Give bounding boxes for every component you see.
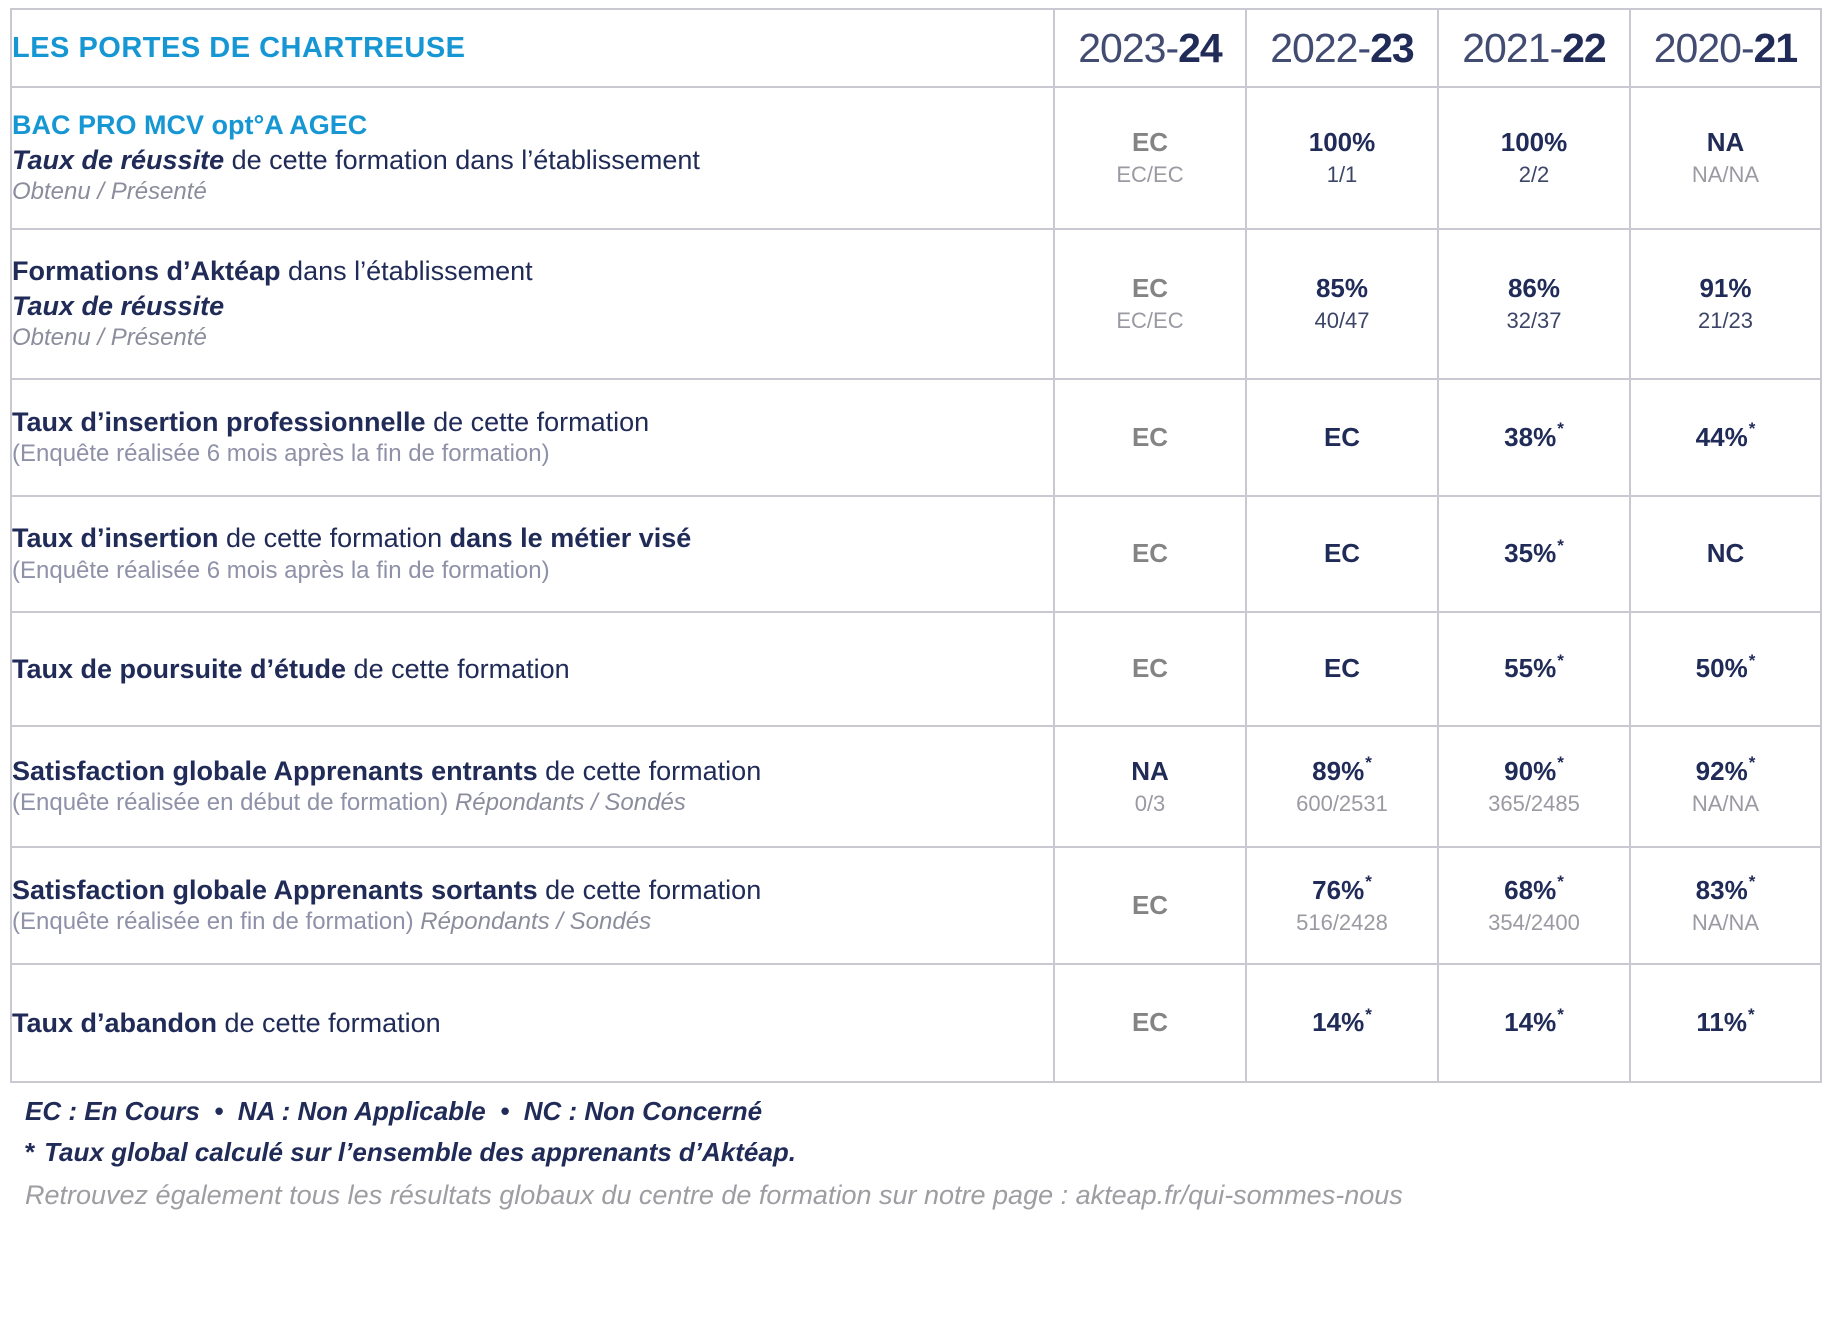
asterisk-marker: * [1557, 872, 1564, 891]
year-header-2020-21: 2020-21 [1629, 8, 1822, 88]
table-row: BAC PRO MCV opt°A AGEC Taux de réussite d… [10, 86, 1822, 230]
star-note: * Taux global calculé sur l’ensemble des … [25, 1137, 796, 1167]
page-title: LES PORTES DE CHARTREUSE [12, 31, 466, 64]
value-cell: 11%* [1629, 963, 1822, 1083]
asterisk-symbol: * [25, 1137, 36, 1167]
value-cell: NA NA/NA [1629, 86, 1822, 230]
asterisk-marker: * [1748, 872, 1756, 891]
value-cell: EC [1245, 611, 1439, 727]
footer-notes: EC : En Cours • NA : Non Applicable • NC… [25, 1096, 1403, 1211]
value-cell: 83%* NA/NA [1629, 846, 1822, 965]
row-label: Taux d’insertion de cette formation dans… [10, 495, 1055, 613]
value-cell: 35%* [1437, 495, 1631, 613]
asterisk-marker: * [1748, 753, 1756, 772]
asterisk-marker: * [1557, 1004, 1564, 1024]
asterisk-marker: * [1747, 1004, 1755, 1024]
year-header-2022-23: 2022-23 [1245, 8, 1439, 88]
row-label: Satisfaction globale Apprenants entrants… [10, 725, 1055, 848]
value-cell: EC [1053, 963, 1247, 1083]
value-cell: NA 0/3 [1053, 725, 1247, 848]
value-cell: 85% 40/47 [1245, 228, 1439, 380]
value-cell: EC [1245, 378, 1439, 497]
year-header-row: LES PORTES DE CHARTREUSE 2023-24 2022-23… [10, 8, 1822, 88]
year-header-2023-24: 2023-24 [1053, 8, 1247, 88]
asterisk-marker: * [1365, 872, 1372, 891]
asterisk-marker: * [1365, 753, 1372, 772]
value-cell: 86% 32/37 [1437, 228, 1631, 380]
value-cell: NC [1629, 495, 1822, 613]
value-cell: 100% 1/1 [1245, 86, 1439, 230]
legend-note: EC : En Cours • NA : Non Applicable • NC… [25, 1096, 763, 1126]
title-cell: LES PORTES DE CHARTREUSE [10, 8, 1055, 88]
value-cell: 100% 2/2 [1437, 86, 1631, 230]
table-row: Formations d’Aktéap dans l’établissement… [10, 228, 1822, 380]
asterisk-marker: * [1365, 1004, 1372, 1024]
table-row: Taux de poursuite d’étude de cette forma… [10, 611, 1822, 727]
asterisk-marker: * [1748, 650, 1756, 670]
table-row: Taux d’insertion de cette formation dans… [10, 495, 1822, 613]
value-cell: 76%* 516/2428 [1245, 846, 1439, 965]
row-label: Taux de poursuite d’étude de cette forma… [10, 611, 1055, 727]
row-label: Satisfaction globale Apprenants sortants… [10, 846, 1055, 965]
asterisk-marker: * [1557, 419, 1564, 439]
value-cell: 50%* [1629, 611, 1822, 727]
value-cell: 14%* [1245, 963, 1439, 1083]
row-label: BAC PRO MCV opt°A AGEC Taux de réussite d… [10, 86, 1055, 230]
value-cell: EC [1053, 846, 1247, 965]
row-label: Taux d’abandon de cette formation [10, 963, 1055, 1083]
table-row: Satisfaction globale Apprenants entrants… [10, 725, 1822, 848]
asterisk-marker: * [1557, 650, 1564, 670]
year-header-2021-22: 2021-22 [1437, 8, 1631, 88]
table-row: Taux d’insertion professionnelle de cett… [10, 378, 1822, 497]
value-cell: 55%* [1437, 611, 1631, 727]
asterisk-marker: * [1748, 419, 1756, 439]
link-note: Retrouvez également tous les résultats g… [25, 1180, 1403, 1210]
table-body: BAC PRO MCV opt°A AGEC Taux de réussite d… [10, 86, 1822, 1083]
value-cell: EC EC/EC [1053, 228, 1247, 380]
value-cell: 44%* [1629, 378, 1822, 497]
table-row: Satisfaction globale Apprenants sortants… [10, 846, 1822, 965]
asterisk-marker: * [1557, 535, 1564, 555]
value-cell: 68%* 354/2400 [1437, 846, 1631, 965]
value-cell: EC [1053, 495, 1247, 613]
value-cell: EC [1053, 611, 1247, 727]
results-table: LES PORTES DE CHARTREUSE 2023-24 2022-23… [10, 8, 1822, 1083]
value-cell: 91% 21/23 [1629, 228, 1822, 380]
table-row: Taux d’abandon de cette formation EC 14%* 1… [10, 963, 1822, 1083]
value-cell: EC [1053, 378, 1247, 497]
value-cell: 90%* 365/2485 [1437, 725, 1631, 848]
asterisk-marker: * [1557, 753, 1564, 772]
value-cell: 92%* NA/NA [1629, 725, 1822, 848]
row-label: Taux d’insertion professionnelle de cett… [10, 378, 1055, 497]
value-cell: 14%* [1437, 963, 1631, 1083]
value-cell: 38%* [1437, 378, 1631, 497]
value-cell: EC EC/EC [1053, 86, 1247, 230]
row-label: Formations d’Aktéap dans l’établissement… [10, 228, 1055, 380]
value-cell: 89%* 600/2531 [1245, 725, 1439, 848]
value-cell: EC [1245, 495, 1439, 613]
